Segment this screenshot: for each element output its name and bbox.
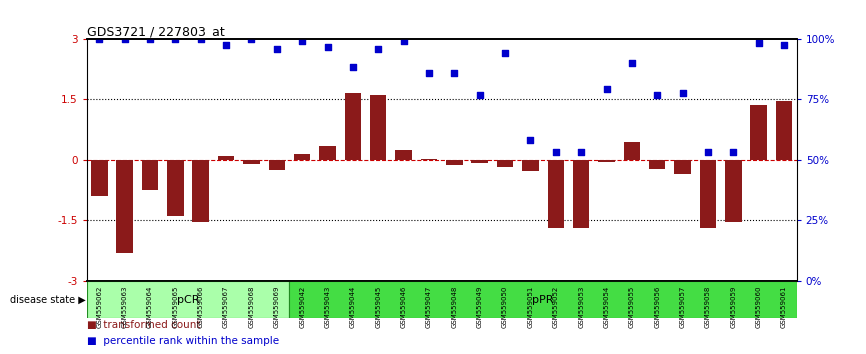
Point	[523, 137, 537, 143]
Point	[574, 149, 588, 155]
Point	[346, 64, 360, 70]
Point	[599, 86, 613, 92]
Text: pPR: pPR	[533, 295, 554, 305]
Text: pCR: pCR	[177, 295, 199, 305]
Bar	[320, 146, 336, 160]
Bar	[268, 160, 285, 170]
Point	[752, 40, 766, 46]
Point	[650, 92, 664, 98]
Point	[473, 92, 487, 98]
Bar	[116, 160, 132, 253]
Bar	[649, 160, 665, 169]
Bar	[421, 159, 437, 160]
Point	[727, 149, 740, 155]
Bar	[675, 160, 691, 174]
Point	[675, 91, 689, 96]
Point	[448, 70, 462, 76]
Bar	[142, 160, 158, 190]
Text: disease state ▶: disease state ▶	[10, 295, 86, 305]
Bar	[192, 160, 209, 222]
Bar	[776, 102, 792, 160]
Point	[270, 46, 284, 52]
Bar	[289, 281, 797, 318]
Bar	[624, 142, 640, 160]
Point	[244, 36, 258, 42]
Point	[168, 36, 183, 42]
Point	[93, 36, 107, 42]
Point	[194, 36, 208, 42]
Bar	[751, 105, 767, 160]
Point	[295, 38, 309, 44]
Point	[372, 46, 385, 52]
Point	[320, 44, 334, 50]
Bar	[598, 160, 615, 162]
Bar	[396, 150, 412, 160]
Bar	[91, 160, 107, 196]
Bar	[471, 160, 488, 163]
Bar	[547, 160, 564, 228]
Bar	[446, 160, 462, 165]
Point	[498, 50, 512, 56]
Point	[118, 36, 132, 42]
Bar	[725, 160, 741, 222]
Bar	[87, 281, 289, 318]
Point	[549, 149, 563, 155]
Text: ■  transformed count: ■ transformed count	[87, 320, 200, 331]
Point	[701, 149, 714, 155]
Bar	[700, 160, 716, 228]
Bar	[167, 160, 184, 216]
Point	[625, 60, 639, 66]
Bar	[345, 93, 361, 160]
Bar	[218, 156, 235, 160]
Bar	[573, 160, 590, 228]
Bar	[243, 160, 260, 164]
Bar	[522, 160, 539, 171]
Point	[219, 42, 233, 48]
Text: ■  percentile rank within the sample: ■ percentile rank within the sample	[87, 336, 279, 346]
Point	[422, 70, 436, 76]
Text: GDS3721 / 227803_at: GDS3721 / 227803_at	[87, 25, 224, 38]
Bar	[294, 154, 310, 160]
Point	[777, 42, 791, 48]
Bar	[370, 95, 386, 160]
Point	[143, 36, 157, 42]
Bar	[497, 160, 514, 167]
Point	[397, 38, 410, 44]
